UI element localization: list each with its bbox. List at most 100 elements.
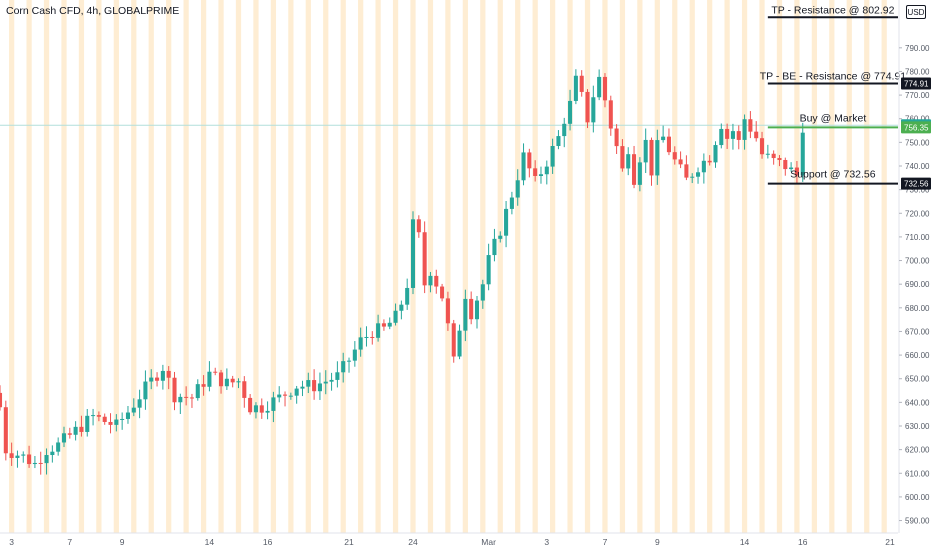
candle-body: [346, 360, 352, 362]
candle-body: [329, 379, 334, 382]
session-band: [427, 0, 434, 533]
candle-body: [61, 433, 67, 443]
session-band: [497, 0, 503, 533]
candle-body: [550, 146, 555, 167]
candle-body: [509, 197, 514, 209]
candle-body: [248, 397, 253, 413]
candle-body: [690, 176, 695, 178]
candle-body: [230, 378, 235, 383]
session-band: [602, 0, 608, 533]
candle-body: [794, 167, 799, 176]
candle-body: [568, 100, 573, 124]
candle-body: [236, 381, 241, 383]
candle-body: [79, 426, 84, 432]
session-band: [672, 0, 678, 533]
candle-body: [85, 415, 90, 432]
session-band: [637, 0, 643, 533]
candle-body: [399, 304, 404, 311]
candle-body: [771, 153, 776, 159]
time-tick-label: 7: [603, 537, 608, 547]
candle-body: [242, 381, 247, 398]
session-band: [253, 0, 259, 533]
session-band: [515, 0, 521, 533]
currency-badge[interactable]: USD: [906, 5, 926, 19]
session-band: [549, 0, 556, 533]
candle-body: [614, 128, 619, 147]
candle-body: [416, 219, 421, 233]
candle-body: [27, 454, 32, 465]
time-tick-label: 3: [544, 537, 549, 547]
session-bands: [9, 0, 887, 533]
candle-body: [189, 397, 194, 399]
session-band: [707, 0, 713, 533]
time-tick-label: 3: [9, 537, 14, 547]
candle-body: [428, 275, 433, 286]
candle-body: [259, 405, 264, 413]
candle-body: [457, 330, 462, 357]
support-label: Support @ 732.56: [790, 169, 876, 181]
candle-body: [282, 394, 288, 396]
candle-body: [480, 284, 485, 301]
time-tick-label: 14: [740, 537, 750, 547]
candle-body: [300, 386, 305, 389]
price-scale-label-bg[interactable]: [901, 177, 931, 190]
session-band: [26, 0, 32, 533]
time-tick-label: 21: [344, 537, 354, 547]
candle-body: [358, 337, 363, 350]
time-tick-label: 9: [120, 537, 125, 547]
time-tick-label: Mar: [481, 537, 496, 547]
candle-body: [701, 160, 706, 173]
candle-body: [515, 180, 520, 198]
candle-body: [591, 97, 596, 123]
candle-body: [172, 377, 177, 403]
candle-body: [713, 145, 718, 163]
candle-body: [56, 442, 61, 452]
candle-body: [224, 378, 229, 387]
candle-body: [748, 119, 753, 132]
candle-body: [597, 76, 602, 98]
session-band: [235, 0, 242, 533]
candle-body: [626, 154, 631, 169]
candle-body: [15, 455, 20, 458]
candle-body: [666, 136, 671, 153]
candle-body: [504, 208, 509, 236]
price-tick-label: 670.00: [905, 327, 930, 336]
candle-body: [777, 158, 782, 160]
candle-body: [253, 405, 258, 413]
price-tick-label: 630.00: [905, 422, 930, 431]
level-lines[interactable]: TP - Resistance @ 802.92 TP - BE - Resist…: [760, 4, 907, 185]
candle-body: [585, 91, 590, 123]
candle-body: [38, 462, 43, 464]
candle-body: [684, 164, 689, 178]
candle-body: [166, 370, 171, 378]
candle-body: [469, 298, 474, 320]
candle-body: [474, 300, 480, 320]
candle-body: [422, 232, 427, 286]
candle-body: [67, 433, 72, 435]
price-axis[interactable]: 590.00 600.00 610.00 620.00 630.00 640.00 650.…: [898, 0, 931, 533]
price-scale-label-bg[interactable]: [901, 77, 931, 90]
session-band: [392, 0, 399, 533]
price-tick-label: 780.00: [905, 67, 930, 76]
price-tick-label: 740.00: [905, 162, 930, 171]
price-scale-label-bg[interactable]: [901, 121, 931, 134]
candle-body: [800, 132, 805, 176]
session-band: [846, 0, 852, 533]
time-axis[interactable]: 3 7 9 14 16 21 24 Mar 3 7 9 14 16 21: [0, 532, 898, 547]
candle-body: [672, 152, 677, 160]
candle-body: [736, 131, 741, 140]
candle-body: [108, 421, 113, 425]
candle-body: [759, 138, 765, 155]
candle-body: [381, 323, 386, 327]
time-tick-label: 9: [655, 537, 660, 547]
price-tick-label: 620.00: [905, 446, 930, 455]
candle-body: [789, 167, 794, 170]
time-tick-label: 16: [798, 537, 808, 547]
price-tick-label: 680.00: [905, 304, 930, 313]
price-tick-label: 610.00: [905, 469, 930, 478]
candle-body: [306, 380, 311, 387]
candle-body: [544, 166, 549, 175]
price-tick-label: 690.00: [905, 280, 930, 289]
